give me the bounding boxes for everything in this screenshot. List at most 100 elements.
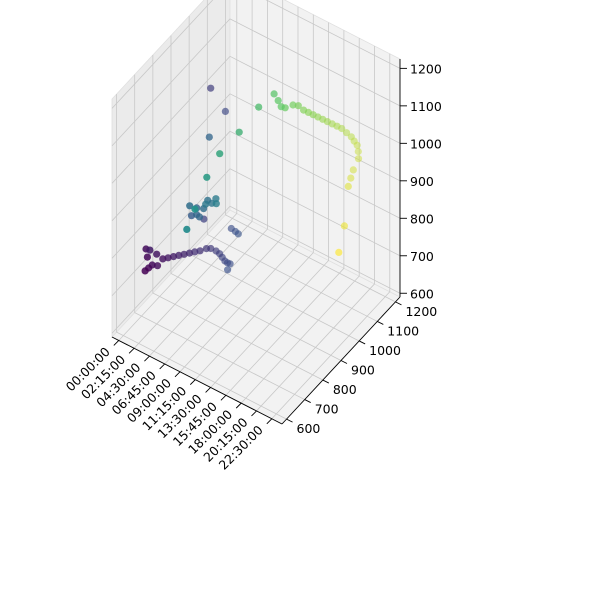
data-point: [203, 173, 211, 181]
data-point: [270, 90, 278, 98]
y-grid-line: [170, 35, 342, 361]
data-point: [221, 107, 229, 115]
y-tick-mark: [340, 360, 348, 364]
data-point: [300, 106, 308, 114]
data-point: [354, 147, 362, 156]
data-point: [340, 222, 348, 230]
x-tick-mark: [144, 355, 150, 362]
y-tick-label: 1100: [387, 323, 419, 338]
x-grid-line: [240, 38, 360, 404]
data-point: [349, 166, 357, 174]
y-tick-mark: [304, 399, 311, 403]
z-grid-line: [111, 0, 401, 109]
z-tick-label: 600: [410, 286, 434, 301]
axis-panes: [111, 0, 401, 425]
z-grid-line: [111, 205, 401, 334]
x-grid-line: [179, 6, 299, 373]
z-tick-label: 1200: [410, 61, 442, 76]
data-point: [143, 253, 151, 261]
data-point: [354, 155, 363, 163]
x-grid-line: [195, 14, 314, 380]
y-grid-line: [206, 0, 378, 322]
z-tick-label: 900: [410, 174, 434, 189]
x-tick-mark: [266, 418, 273, 425]
data-point: [347, 174, 355, 182]
x-grid-line: [256, 45, 375, 412]
data-points: [141, 84, 363, 275]
x-grid-line: [133, 0, 253, 349]
data-point: [169, 253, 178, 261]
x-tick-mark: [205, 387, 211, 393]
data-point: [335, 248, 343, 256]
data-point: [289, 101, 297, 109]
x-tick-mark: [220, 394, 227, 401]
data-point: [153, 262, 162, 270]
data-point: [202, 200, 210, 208]
data-point: [141, 267, 149, 275]
data-point: [235, 128, 243, 136]
y-tick-label: 1200: [405, 304, 437, 319]
y-tick-mark: [377, 321, 384, 325]
data-point: [205, 133, 213, 141]
z-tick-label: 800: [410, 211, 434, 226]
data-point: [159, 255, 167, 263]
z-grid-line: [111, 55, 401, 184]
data-point: [153, 250, 161, 258]
data-point: [146, 246, 154, 254]
data-point: [216, 150, 224, 158]
x-grid-line: [149, 0, 268, 357]
y-grid-line: [152, 55, 324, 381]
data-point: [191, 205, 199, 213]
data-point: [202, 245, 210, 253]
y-tick-mark: [286, 418, 293, 423]
data-point: [347, 133, 355, 141]
data-point: [186, 202, 194, 210]
data-point: [227, 224, 235, 233]
z-grid-line: [111, 18, 401, 147]
x-tick-mark: [113, 340, 120, 346]
data-point: [207, 84, 215, 92]
z-tick-label: 1100: [410, 99, 442, 114]
x-tick-mark: [174, 371, 181, 378]
data-point: [255, 103, 263, 111]
x-tick-mark: [128, 347, 135, 354]
z-tick-label: 1000: [410, 136, 442, 151]
x-axis-line: [111, 336, 283, 425]
y-tick-label: 900: [351, 363, 375, 378]
data-point: [274, 97, 282, 105]
y-grid-line: [225, 0, 396, 303]
x-tick-mark: [189, 379, 196, 385]
data-point: [185, 249, 194, 257]
data-point: [212, 200, 220, 208]
y-tick-mark: [395, 301, 402, 306]
data-point: [224, 266, 232, 274]
z-grid-line: [111, 130, 401, 259]
y-grid-line: [134, 74, 305, 400]
z-grid-line: [111, 93, 401, 222]
data-point: [193, 210, 201, 219]
x-grid-line: [118, 0, 238, 341]
x-grid-line: [225, 30, 345, 396]
z-tick-label: 700: [410, 249, 434, 264]
x-tick-mark: [159, 363, 166, 370]
axis-lines: [111, 59, 407, 425]
y-tick-label: 1000: [369, 343, 401, 358]
y-tick-mark: [358, 340, 366, 345]
x-grid-line: [164, 0, 284, 365]
y-grid-line: [116, 94, 287, 420]
data-point: [277, 103, 285, 111]
y-tick-label: 700: [315, 402, 339, 417]
x-grid-line: [271, 53, 391, 420]
x-tick-mark: [235, 402, 242, 409]
y-tick-label: 800: [333, 382, 357, 397]
y-tick-label: 600: [297, 421, 321, 436]
x-tick-mark: [251, 410, 257, 417]
x-grid-line: [210, 22, 330, 388]
data-point: [183, 225, 191, 233]
data-point: [294, 102, 302, 110]
data-point: [342, 129, 351, 137]
y-tick-mark: [322, 379, 330, 384]
data-point: [344, 182, 352, 190]
